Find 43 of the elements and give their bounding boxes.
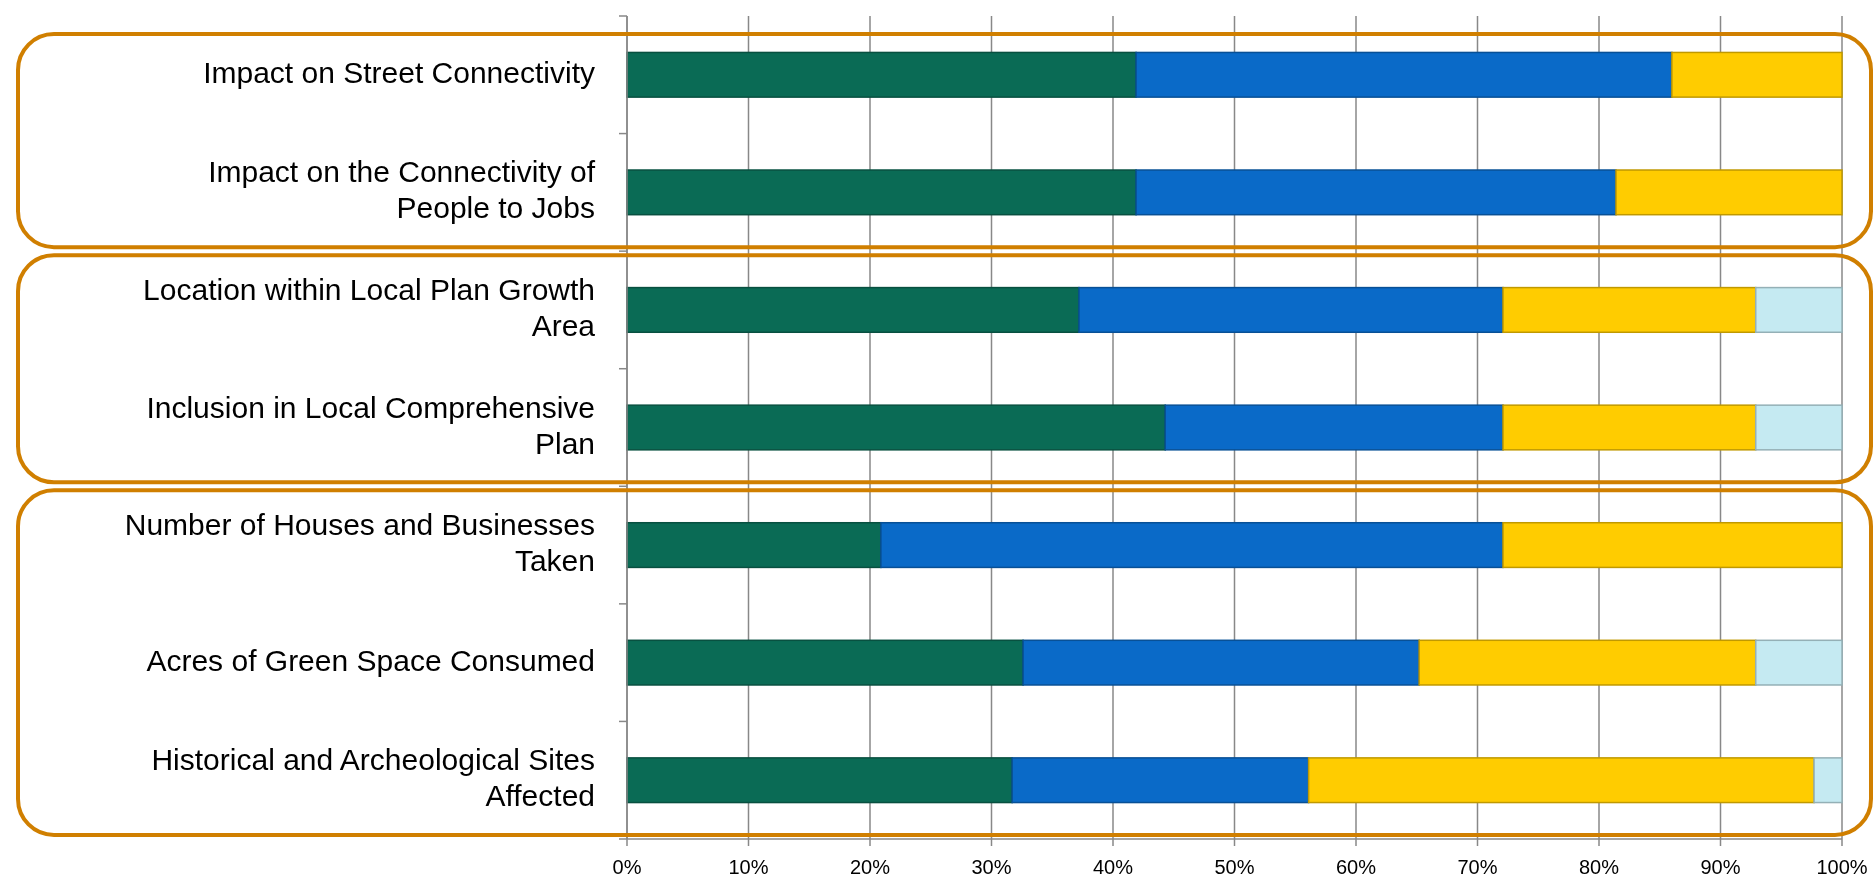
y-tick-label: Acres of Green Space Consumed (146, 643, 595, 677)
bar (1022, 639, 1420, 686)
x-tick-label: 40% (1092, 856, 1134, 878)
x-tick-label: 90% (1700, 856, 1741, 878)
bar (626, 286, 1080, 334)
y-tick-label: Historical and Archeological Sites Affected (151, 743, 595, 813)
bar (626, 521, 882, 569)
bar (626, 639, 1024, 686)
bar (1502, 286, 1757, 334)
bar (1754, 286, 1843, 334)
bar (626, 169, 1137, 216)
bar (1813, 757, 1843, 804)
x-tick-label: 100% (1816, 856, 1868, 878)
x-tick-label: 20% (849, 856, 891, 878)
x-tick-label: 50% (1214, 856, 1255, 878)
bar (1754, 404, 1843, 451)
bar (626, 757, 1013, 804)
bar (1502, 404, 1757, 451)
bar (1164, 404, 1504, 451)
y-tick-label: Impact on the Connectivity of People to Jobs (208, 155, 596, 225)
bar (1502, 521, 1843, 569)
x-tick-label: 70% (1457, 856, 1498, 878)
bar (1011, 757, 1310, 804)
bar (1615, 169, 1843, 216)
bar (626, 51, 1137, 98)
bar (1135, 51, 1673, 98)
y-tick-label: Inclusion in Local Comprehensive Plan (146, 390, 595, 460)
bar (1078, 286, 1504, 334)
bar (1135, 169, 1617, 216)
bar (1754, 639, 1843, 686)
y-tick-label: Number of Houses and Businesses Taken (124, 507, 595, 577)
y-tick-label: Impact on Street Connectivity (203, 55, 595, 89)
x-tick-label: 60% (1335, 856, 1377, 878)
bar (1307, 757, 1815, 804)
x-tick-label: 10% (728, 856, 769, 878)
x-tick-label: 0% (612, 856, 642, 878)
bar (626, 404, 1166, 451)
x-tick-label: 30% (971, 856, 1012, 878)
x-tick-label: 80% (1578, 856, 1620, 878)
bar (880, 521, 1504, 569)
bar (1671, 51, 1843, 98)
bar (1418, 639, 1757, 686)
y-tick-label: Location within Local Plan Growth Area (143, 272, 596, 342)
